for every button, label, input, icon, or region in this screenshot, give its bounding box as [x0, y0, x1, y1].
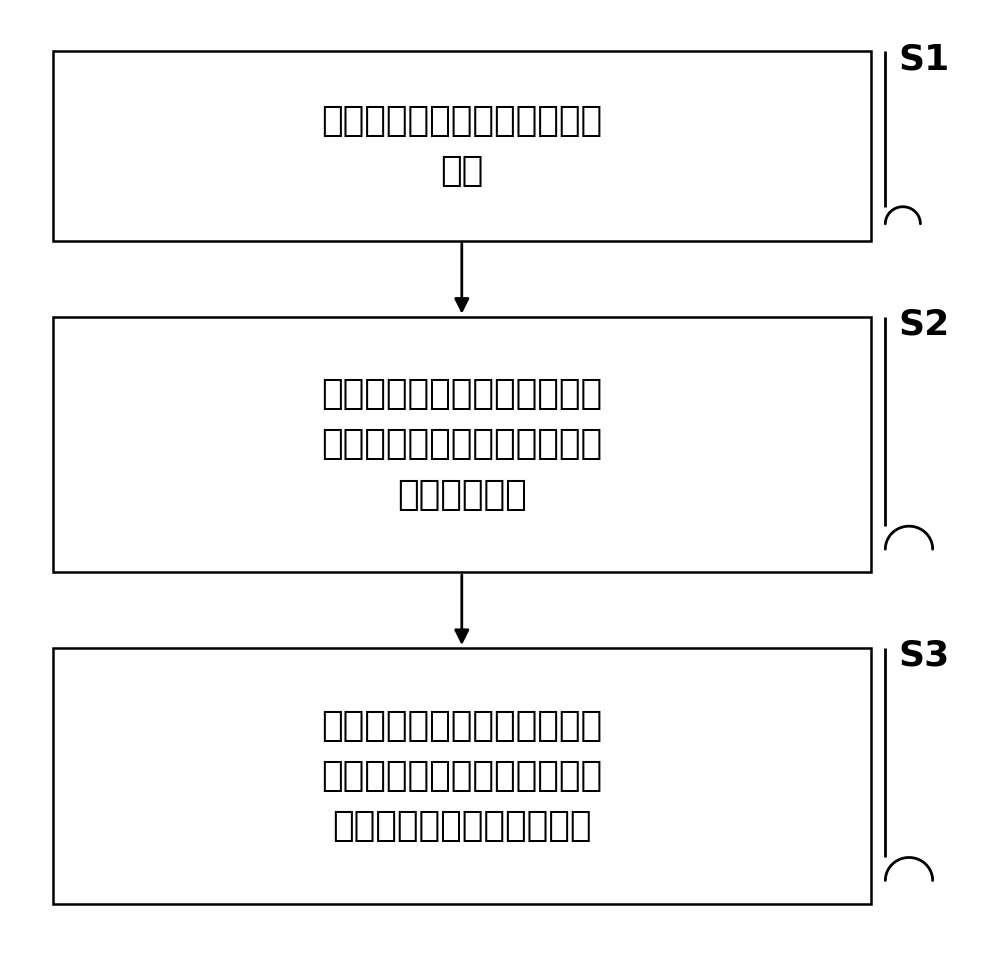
Text: S1: S1: [899, 42, 950, 76]
Text: 获取车辆电气系统的历史状态
数据: 获取车辆电气系统的历史状态 数据: [321, 104, 602, 188]
FancyBboxPatch shape: [53, 316, 871, 572]
Text: 根据筛选出的数据确定车辆电
气系统的当前状态信息，并将
当前状态信息反馈到请求端: 根据筛选出的数据确定车辆电 气系统的当前状态信息，并将 当前状态信息反馈到请求端: [321, 709, 602, 843]
Text: S2: S2: [899, 308, 950, 341]
Text: 在接收到查询请求时，根据所
述查询请求筛选出指定车辆的
历史状态数据: 在接收到查询请求时，根据所 述查询请求筛选出指定车辆的 历史状态数据: [321, 377, 602, 512]
FancyBboxPatch shape: [53, 647, 871, 903]
Text: S3: S3: [899, 639, 950, 672]
FancyBboxPatch shape: [53, 52, 871, 241]
